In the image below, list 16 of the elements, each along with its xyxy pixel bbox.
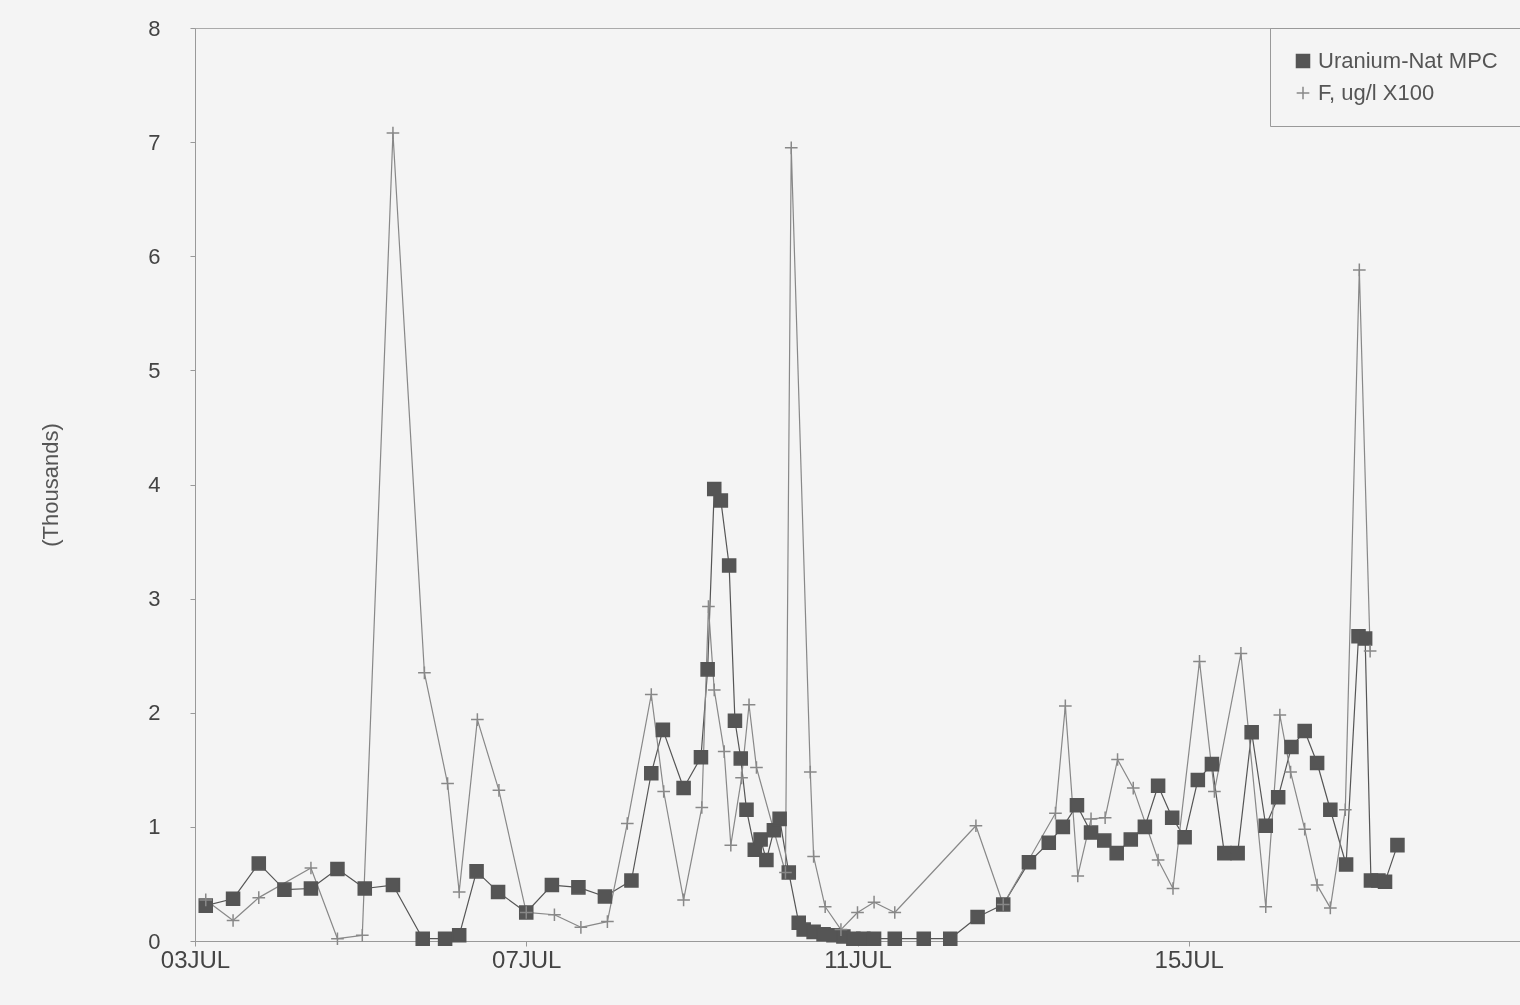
y-tick-label: 5 xyxy=(148,357,161,383)
y-axis-title: (Thousands) xyxy=(38,423,64,547)
y-tick-label: 2 xyxy=(148,700,161,726)
y-tick-label: 6 xyxy=(148,243,161,269)
x-tick-label: 15JUL xyxy=(1154,945,1224,973)
y-tick-label: 3 xyxy=(148,586,161,612)
y-tick-label: 7 xyxy=(148,129,161,155)
x-tick-label: 03JUL xyxy=(160,945,231,973)
y-tick-label: 4 xyxy=(148,472,161,497)
legend-label: F, ug/l X100 xyxy=(1318,80,1435,105)
y-tick-label: 0 xyxy=(148,928,161,954)
legend-label: Uranium-Nat MPC xyxy=(1318,48,1498,73)
y-tick-label: 8 xyxy=(148,15,161,41)
x-tick-label: 11JUL xyxy=(824,945,892,973)
y-tick-label: 1 xyxy=(148,814,161,840)
x-tick-label: 07JUL xyxy=(492,945,562,973)
